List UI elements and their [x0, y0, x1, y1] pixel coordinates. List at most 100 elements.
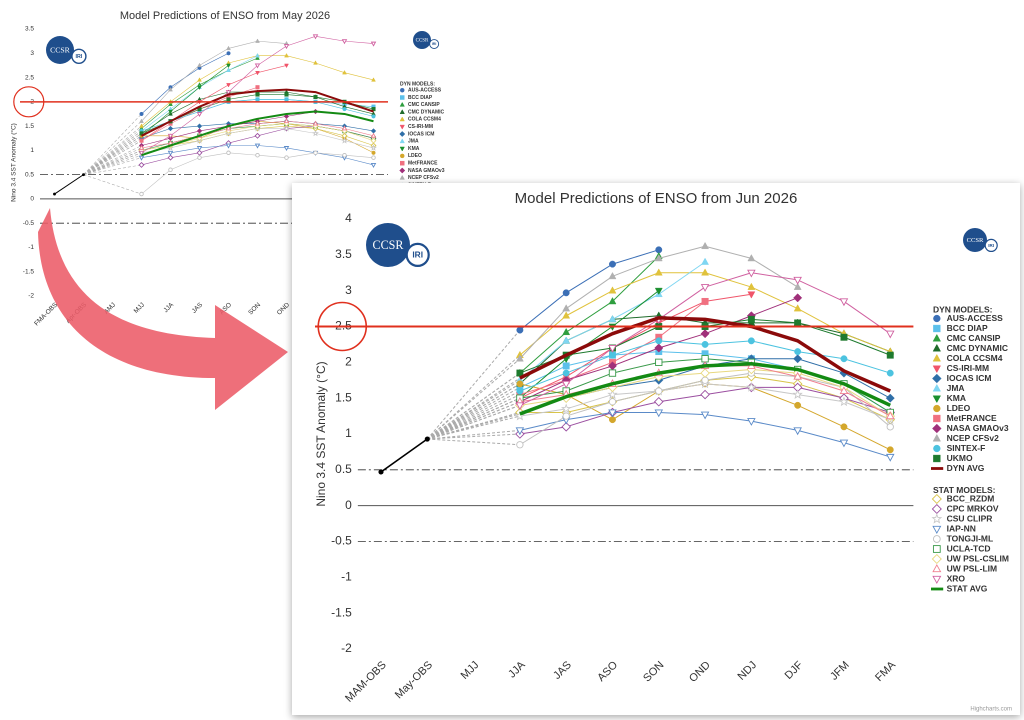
point — [313, 150, 318, 156]
point — [226, 51, 231, 56]
observed-point — [424, 436, 430, 442]
point — [196, 112, 203, 118]
y-tick-label: 1 — [345, 426, 352, 440]
point — [341, 125, 348, 131]
point — [886, 369, 894, 377]
y-tick-label: 1 — [30, 147, 34, 154]
legend-swatch — [399, 146, 405, 152]
legend-label: CMC DYNAMIC — [947, 343, 1008, 353]
legend-swatch — [399, 124, 405, 130]
series-line — [141, 88, 374, 137]
logo-ccsr — [46, 36, 74, 64]
point — [138, 161, 145, 168]
point — [226, 83, 231, 88]
legend-swatch — [931, 553, 942, 565]
point — [342, 70, 347, 75]
legend-label: KMA — [408, 146, 420, 152]
point — [700, 284, 710, 292]
legend-label: MetFRANCE — [947, 413, 997, 423]
y-tick-label: -1 — [341, 570, 352, 584]
point — [341, 137, 348, 144]
point — [608, 297, 617, 305]
logo-iri-text: IRI — [432, 42, 436, 46]
legend-label: CS-IRI-MM — [408, 124, 433, 130]
point — [139, 118, 144, 123]
legend-swatch — [932, 333, 941, 342]
point — [370, 41, 377, 47]
legend-group-title: STAT MODELS: — [933, 485, 996, 495]
point — [139, 111, 144, 117]
point — [138, 150, 145, 156]
legend-label: CMC CANSIP — [408, 102, 440, 108]
point — [562, 289, 570, 297]
point — [562, 327, 571, 336]
point — [886, 351, 894, 359]
y-tick-label: 0 — [345, 498, 352, 512]
point — [793, 276, 802, 285]
point — [746, 381, 757, 392]
observed-line — [54, 174, 84, 195]
legend-swatch — [932, 535, 941, 543]
point — [516, 441, 524, 449]
legend-label: CSU CLIPR — [947, 513, 993, 523]
legend-label: STAT AVG — [947, 583, 988, 593]
y-tick-label: -2 — [341, 641, 352, 655]
point — [561, 403, 572, 414]
y-tick-label: 3.5 — [335, 247, 352, 261]
point — [654, 268, 663, 276]
legend-swatch — [399, 101, 405, 107]
connector — [83, 140, 142, 175]
point — [255, 55, 260, 60]
point — [561, 422, 571, 432]
connector — [427, 404, 521, 440]
legend-group-title: DYN MODELS: — [400, 81, 435, 87]
series-line — [141, 110, 374, 157]
legend-swatch — [933, 404, 941, 413]
legend-label: UCLA-TCD — [947, 543, 991, 553]
point — [312, 129, 319, 137]
point — [655, 387, 663, 395]
connector — [83, 130, 142, 175]
point — [793, 427, 802, 436]
point — [313, 94, 318, 100]
point — [886, 446, 894, 454]
chart: Model Predictions of ENSO from Jun 2026 N… — [314, 190, 1012, 713]
legend-label: KMA — [947, 393, 966, 403]
point — [840, 423, 848, 431]
point — [197, 62, 202, 68]
point — [840, 355, 848, 363]
point — [885, 453, 895, 462]
legend-label: JMA — [408, 139, 419, 145]
point — [284, 53, 289, 58]
y-tick-label: 4 — [345, 211, 352, 225]
point — [701, 340, 709, 348]
legend-label: NCEP CFSv2 — [947, 433, 1000, 443]
threshold-highlight — [13, 86, 45, 118]
point — [608, 409, 617, 418]
point — [225, 125, 232, 131]
connector — [83, 150, 142, 175]
legend-swatch — [932, 373, 942, 384]
point — [255, 152, 260, 158]
point — [747, 282, 756, 290]
legend-label: LDEO — [947, 403, 971, 413]
legend-label: UKMO — [947, 453, 973, 463]
point — [284, 155, 289, 160]
point — [562, 362, 570, 370]
point — [793, 371, 802, 380]
point — [139, 138, 144, 143]
legend-label: BCC_RZDM — [947, 493, 995, 503]
threshold-highlight — [317, 301, 368, 352]
point — [167, 154, 174, 161]
connector — [83, 147, 142, 175]
point — [700, 329, 710, 339]
point — [794, 319, 802, 327]
legend-label: AUS-ACCESS — [947, 313, 1004, 323]
point — [138, 144, 145, 150]
y-tick-label: 3 — [345, 283, 352, 297]
point — [562, 369, 570, 377]
legend-label: MetFRANCE — [408, 161, 438, 167]
y-tick-label: -1.5 — [331, 605, 352, 619]
point — [747, 269, 756, 278]
point — [701, 268, 710, 276]
